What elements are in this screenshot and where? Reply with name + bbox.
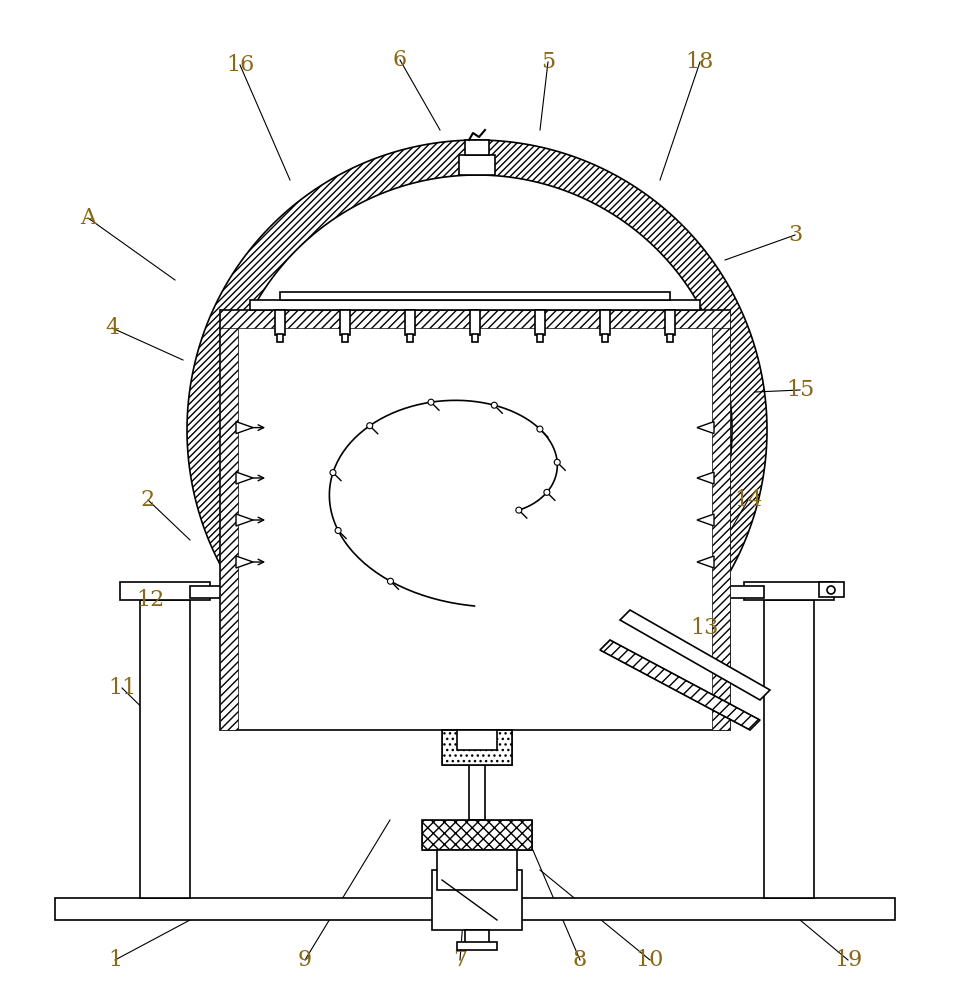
Circle shape	[428, 399, 434, 405]
Polygon shape	[235, 514, 253, 526]
Text: 6: 6	[393, 49, 407, 71]
Bar	[456, 730, 497, 750]
Bar	[405, 310, 415, 335]
Text: 4: 4	[105, 317, 119, 339]
Text: 18: 18	[685, 51, 714, 73]
Bar	[190, 586, 234, 598]
Text: 14: 14	[733, 489, 761, 511]
Text: 3: 3	[787, 224, 801, 246]
Text: 8: 8	[572, 949, 586, 971]
Text: 1: 1	[108, 949, 122, 971]
Bar	[472, 334, 477, 342]
Text: 9: 9	[297, 949, 312, 971]
Bar	[55, 898, 894, 920]
Text: 7: 7	[453, 949, 467, 971]
Circle shape	[516, 507, 521, 513]
Polygon shape	[697, 556, 713, 568]
Text: 12: 12	[135, 589, 164, 611]
Bar	[456, 942, 497, 950]
Circle shape	[543, 489, 549, 495]
Text: 10: 10	[635, 949, 663, 971]
Bar	[535, 310, 544, 335]
Bar	[711, 310, 729, 730]
Bar	[664, 310, 675, 335]
Polygon shape	[619, 610, 769, 700]
Bar	[441, 730, 512, 765]
Circle shape	[387, 578, 393, 584]
Bar	[458, 155, 495, 175]
Circle shape	[366, 423, 373, 429]
PathPatch shape	[187, 140, 766, 720]
Bar	[719, 586, 763, 598]
Polygon shape	[235, 422, 253, 434]
Circle shape	[537, 426, 542, 432]
Bar	[666, 334, 672, 342]
Bar	[743, 582, 833, 600]
Bar	[274, 310, 285, 335]
Text: 11: 11	[108, 677, 136, 699]
Bar	[441, 730, 512, 765]
Polygon shape	[235, 556, 253, 568]
Circle shape	[491, 402, 497, 408]
Text: 16: 16	[226, 54, 253, 76]
Bar	[818, 582, 843, 597]
Bar	[250, 300, 700, 310]
Bar	[120, 582, 210, 600]
Bar	[599, 310, 609, 335]
Text: 2: 2	[141, 489, 155, 511]
Polygon shape	[697, 514, 713, 526]
Text: A: A	[80, 207, 96, 229]
Bar	[464, 140, 489, 155]
Polygon shape	[235, 472, 253, 484]
Bar	[436, 850, 517, 890]
Bar	[421, 820, 532, 850]
Bar	[470, 310, 479, 335]
Circle shape	[330, 470, 335, 476]
Text: 13: 13	[690, 617, 719, 639]
Bar	[220, 310, 729, 730]
Polygon shape	[697, 472, 713, 484]
Polygon shape	[697, 422, 713, 434]
Bar	[220, 310, 729, 328]
Bar	[341, 334, 348, 342]
Polygon shape	[599, 640, 760, 730]
Circle shape	[554, 459, 559, 465]
Bar	[469, 730, 484, 820]
Bar	[140, 600, 190, 898]
Bar	[421, 820, 532, 850]
Circle shape	[335, 528, 341, 534]
Circle shape	[826, 586, 834, 594]
Bar	[220, 310, 237, 730]
Bar	[339, 310, 350, 335]
Bar	[601, 334, 607, 342]
Text: 19: 19	[833, 949, 862, 971]
Bar	[464, 930, 489, 945]
Bar	[276, 334, 283, 342]
Bar	[432, 870, 521, 930]
Bar	[763, 600, 813, 898]
Bar	[537, 334, 542, 342]
Bar	[407, 334, 413, 342]
Bar	[280, 292, 669, 300]
Text: 5: 5	[540, 51, 555, 73]
Text: 15: 15	[785, 379, 813, 401]
